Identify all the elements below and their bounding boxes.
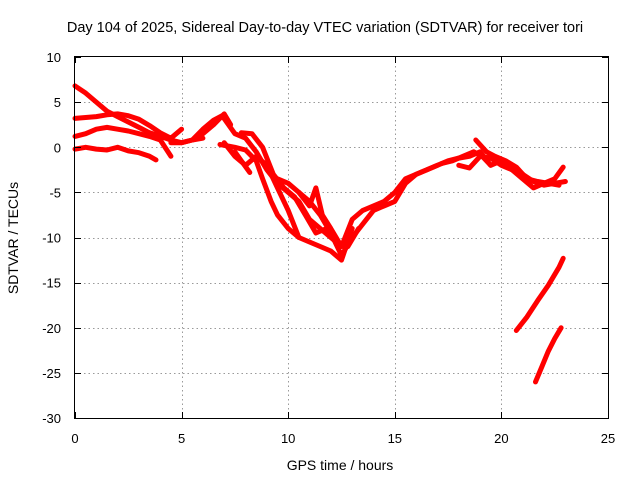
series-line-arc-17: [533, 325, 564, 385]
x-tick-label: 10: [281, 431, 295, 446]
x-tick-label: 20: [494, 431, 508, 446]
y-tick-label: -30: [42, 411, 61, 426]
x-tick-label: 15: [388, 431, 402, 446]
series-line-arc-15: [473, 137, 562, 188]
axis-ticks: [75, 57, 609, 419]
series-line-arc-6: [189, 111, 234, 143]
y-tick-label: -5: [49, 185, 61, 200]
grid-lines: [75, 57, 608, 418]
y-tick-label: -20: [42, 321, 61, 336]
series-line-arc-16: [513, 255, 566, 333]
y-tick-label: -10: [42, 231, 61, 246]
y-tick-labels: 10 5 0 -5 -10 -15 -20 -25 -30: [42, 50, 61, 426]
x-tick-label: 25: [601, 431, 615, 446]
series-line-arc-9: [217, 142, 355, 263]
x-axis-label: GPS time / hours: [287, 457, 394, 473]
plot-frame: [74, 56, 609, 419]
series-line-arc-10: [238, 130, 362, 249]
series-line-arc-5: [168, 113, 440, 249]
series-line-arc-8: [232, 149, 253, 175]
y-tick-label: -15: [42, 276, 61, 291]
y-tick-label: 0: [54, 140, 61, 155]
data-series: [72, 83, 568, 385]
chart-title: Day 104 of 2025, Sidereal Day-to-day VTE…: [67, 20, 583, 36]
x-tick-labels: 0 5 10 15 20 25: [71, 431, 615, 446]
x-tick-label: 0: [71, 431, 78, 446]
y-tick-label: -25: [42, 366, 61, 381]
y-tick-label: 5: [54, 95, 61, 110]
y-tick-label: 10: [47, 50, 61, 65]
series-line-arc-2: [72, 111, 185, 141]
series-line-arc-11: [275, 176, 355, 258]
x-tick-label: 5: [178, 431, 185, 446]
series-line-arc-3: [72, 124, 174, 159]
y-axis-label: SDTVAR / TECUs: [5, 182, 21, 294]
series-line-arc-4: [72, 144, 159, 163]
